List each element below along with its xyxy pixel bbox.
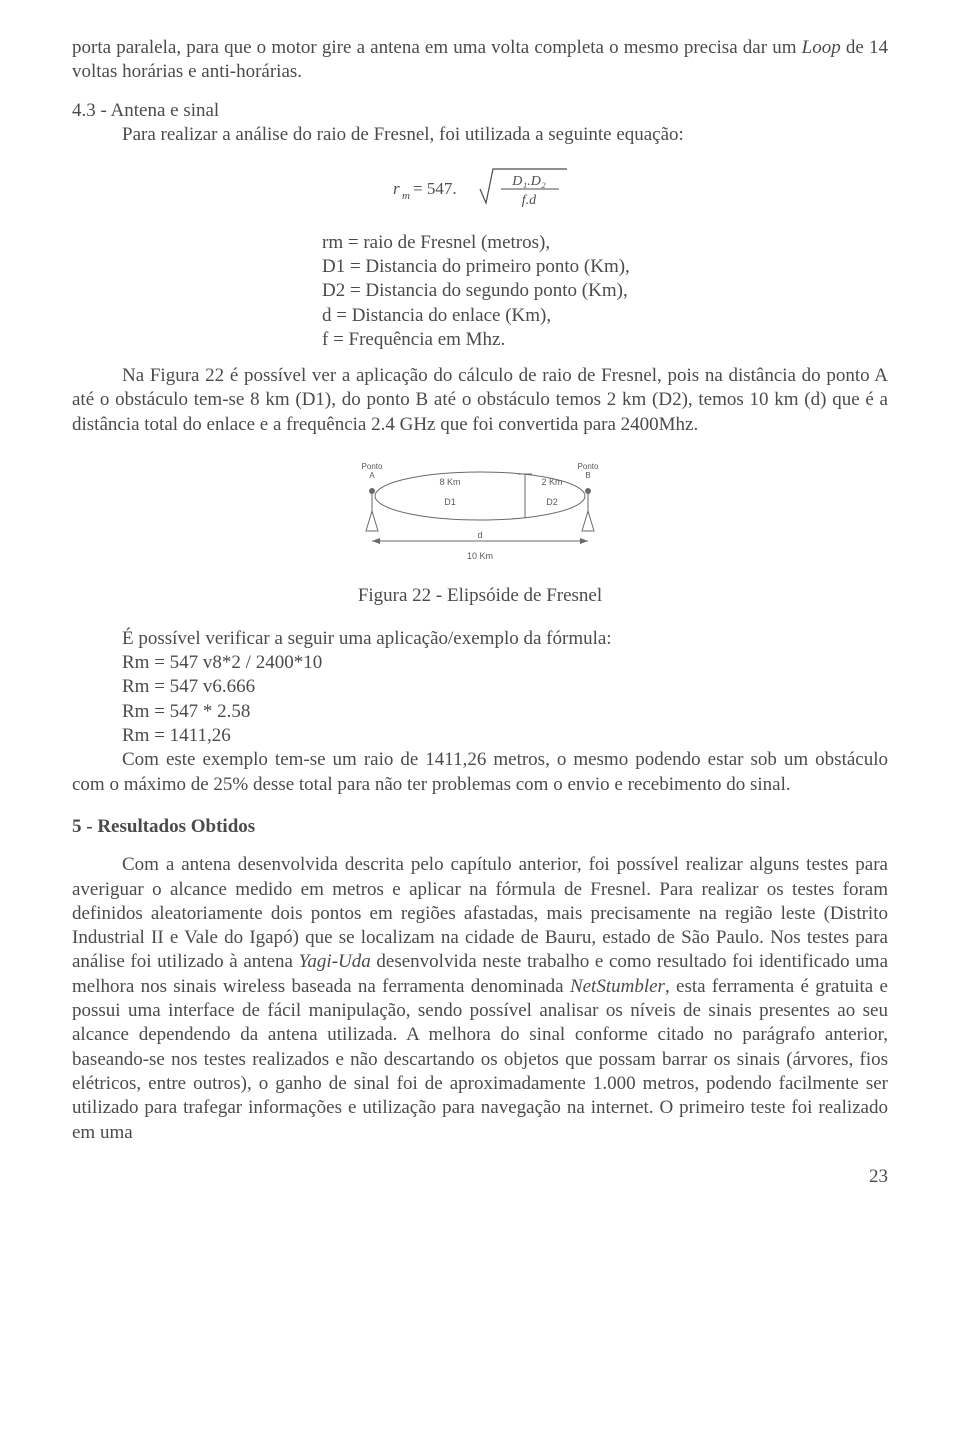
section-title-text: 5 - Resultados Obtidos	[72, 816, 255, 837]
paragraph-intro: porta paralela, para que o motor gire a …	[72, 36, 888, 85]
section-5-heading: 5 - Resultados Obtidos	[72, 815, 888, 839]
formula-eq: = 547.	[413, 179, 457, 198]
section-4-3-heading: 4.3 - Antena e sinal	[72, 99, 888, 123]
var-rm: rm = raio de Fresnel (metros),	[72, 231, 888, 255]
text-italic: NetStumbler	[570, 976, 665, 997]
calc-tail: Com este exemplo tem-se um raio de 1411,…	[72, 748, 888, 797]
caption-text: Figura 22 - Elipsóide de Fresnel	[358, 585, 602, 606]
calculation-block: É possível verificar a seguir uma aplica…	[72, 627, 888, 797]
paragraph-fig22: Na Figura 22 é possível ver a aplicação …	[72, 364, 888, 437]
label-ponto-a-1: Ponto	[362, 462, 383, 471]
antenna-b-icon	[582, 488, 594, 531]
figure-22: Ponto A Ponto B 8 Km 2 Km D1 D2 d 10	[72, 451, 888, 578]
label-2km: 2 Km	[541, 477, 562, 487]
text: Para realizar a análise do raio de Fresn…	[122, 124, 684, 145]
formula-numerator: D₁.D₂	[511, 174, 546, 189]
formula-lhs: r	[393, 179, 400, 198]
calc-lead: É possível verificar a seguir uma aplica…	[72, 627, 888, 651]
fresnel-formula: r m = 547. D₁.D₂ f.d	[72, 161, 888, 218]
fresnel-ellipse-diagram: Ponto A Ponto B 8 Km 2 Km D1 D2 d 10	[330, 451, 630, 571]
calc-l2: Rm = 547 v6.666	[72, 675, 888, 699]
figure-22-caption: Figura 22 - Elipsóide de Fresnel	[72, 584, 888, 608]
text: , esta ferramenta é gratuita e possui um…	[72, 976, 888, 1143]
page-number-value: 23	[869, 1166, 888, 1187]
label-d2: D2	[546, 497, 558, 507]
var-d1: D1 = Distancia do primeiro ponto (Km),	[72, 255, 888, 279]
var-f: f = Frequência em Mhz.	[72, 328, 888, 352]
label-10km: 10 Km	[467, 551, 493, 561]
section-title-text: 4.3 - Antena e sinal	[72, 100, 219, 121]
calc-l3: Rm = 547 * 2.58	[72, 700, 888, 724]
label-ponto-a-2: A	[369, 471, 375, 480]
label-ponto-b-1: Ponto	[578, 462, 599, 471]
text: porta paralela, para que o motor gire a …	[72, 37, 802, 58]
formula-lhs-sub: m	[402, 190, 410, 202]
label-d1: D1	[444, 497, 456, 507]
text-italic: Loop	[802, 37, 841, 58]
antenna-a-icon	[366, 488, 378, 531]
arrow-left-icon	[372, 538, 380, 544]
paragraph-section-5: Com a antena desenvolvida descrita pelo …	[72, 853, 888, 1145]
label-8km: 8 Km	[439, 477, 460, 487]
text: Na Figura 22 é possível ver a aplicação …	[72, 365, 888, 435]
calc-l1: Rm = 547 v8*2 / 2400*10	[72, 651, 888, 675]
page-number: 23	[72, 1165, 888, 1189]
var-d: d = Distancia do enlace (Km),	[72, 304, 888, 328]
label-ponto-b-2: B	[585, 471, 590, 480]
section-4-3-lead: Para realizar a análise do raio de Fresn…	[72, 123, 888, 147]
arrow-right-icon	[580, 538, 588, 544]
variable-definitions: rm = raio de Fresnel (metros), D1 = Dist…	[72, 231, 888, 353]
label-d: d	[477, 530, 482, 540]
var-d2: D2 = Distancia do segundo ponto (Km),	[72, 279, 888, 303]
text-italic: Yagi-Uda	[299, 951, 371, 972]
formula-svg: r m = 547. D₁.D₂ f.d	[385, 161, 575, 211]
formula-denominator: f.d	[522, 193, 537, 208]
calc-l4: Rm = 1411,26	[72, 724, 888, 748]
